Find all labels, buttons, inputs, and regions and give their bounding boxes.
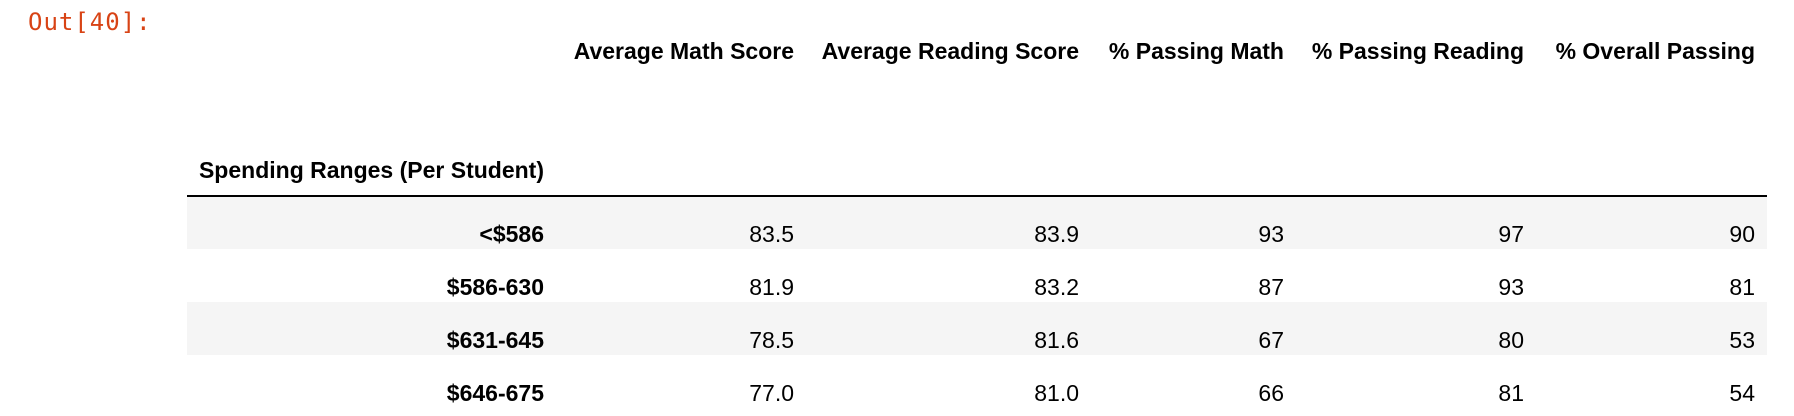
table-cell: 83.5	[749, 221, 794, 247]
column-header: % Passing Math	[1108, 38, 1284, 64]
table-cell: 83.2	[1034, 274, 1079, 300]
row-index: $646-675	[446, 380, 544, 406]
table-row: $646-675 77.0 81.0 66 81 54	[187, 355, 1767, 408]
table-cell: 78.5	[749, 327, 794, 353]
table-row: <$586 83.5 83.9 93 97 90	[187, 196, 1767, 249]
header-blank	[1296, 103, 1536, 197]
column-header: Average Math Score	[573, 38, 794, 64]
row-index: <$586	[479, 221, 544, 247]
index-name-header: Spending Ranges (Per Student)	[187, 103, 556, 197]
table-row: $586-630 81.9 83.2 87 93 81	[187, 249, 1767, 302]
table-cell: 53	[1729, 327, 1755, 353]
table-cell: 77.0	[749, 380, 794, 406]
table-cell: 80	[1498, 327, 1524, 353]
header-blank	[806, 103, 1091, 197]
table-cell: 83.9	[1034, 221, 1079, 247]
table-cell: 81	[1498, 380, 1524, 406]
table-cell: 81.6	[1034, 327, 1079, 353]
table-cell: 97	[1498, 221, 1524, 247]
header-blank	[556, 103, 806, 197]
table-row: $631-645 78.5 81.6 67 80 53	[187, 302, 1767, 355]
row-index: $631-645	[446, 327, 544, 353]
column-header: % Overall Passing	[1555, 38, 1755, 64]
table-cell: 66	[1258, 380, 1284, 406]
table-cell: 81.0	[1034, 380, 1079, 406]
table-cell: 81.9	[749, 274, 794, 300]
column-header: % Passing Reading	[1311, 38, 1524, 64]
column-header-row: Average Math Score Average Reading Score…	[187, 30, 1767, 103]
table-cell: 54	[1729, 380, 1755, 406]
row-index: $586-630	[446, 274, 544, 300]
header-blank	[187, 30, 556, 103]
table-cell: 67	[1258, 327, 1284, 353]
dataframe-output: Average Math Score Average Reading Score…	[187, 30, 1767, 408]
table-cell: 93	[1498, 274, 1524, 300]
table-cell: 90	[1729, 221, 1755, 247]
column-header: Average Reading Score	[821, 38, 1079, 64]
header-blank	[1091, 103, 1296, 197]
dataframe-table: Average Math Score Average Reading Score…	[187, 30, 1767, 408]
table-cell: 81	[1729, 274, 1755, 300]
table-cell: 87	[1258, 274, 1284, 300]
table-cell: 93	[1258, 221, 1284, 247]
output-prompt: Out[40]:	[28, 8, 152, 36]
header-blank	[1536, 103, 1767, 197]
index-header-row: Spending Ranges (Per Student)	[187, 103, 1767, 197]
